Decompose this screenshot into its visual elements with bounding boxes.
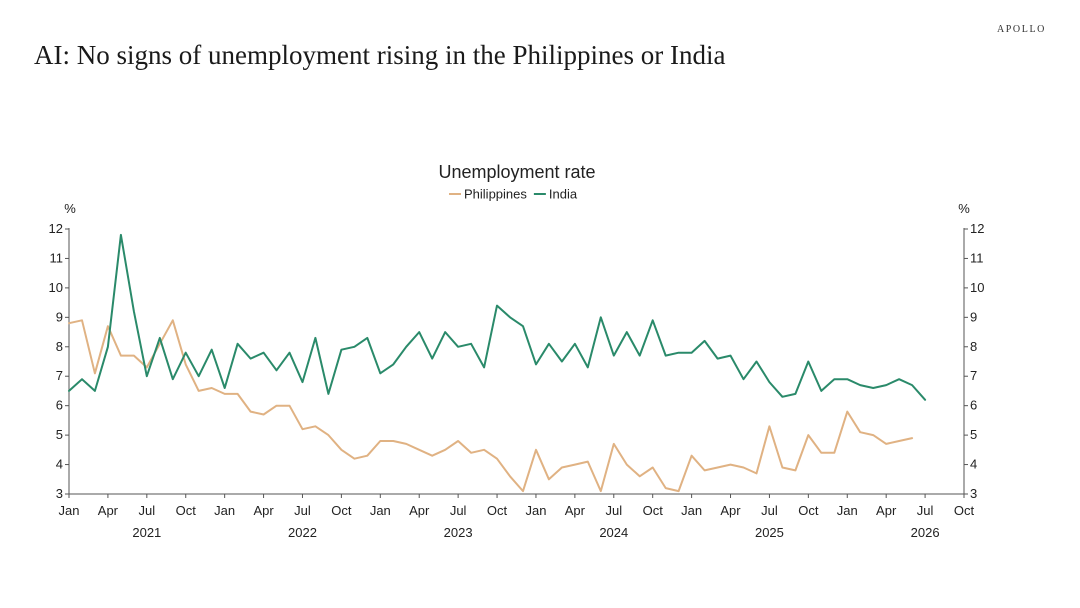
- y-tick-label-left: 9: [56, 309, 63, 324]
- chart-series: [68, 233, 927, 493]
- x-tick-label: Oct: [643, 503, 664, 518]
- y-tick-label-right: 10: [970, 280, 984, 295]
- y-tick-label-right: 11: [970, 250, 984, 265]
- series-line-india: [68, 233, 927, 401]
- x-tick-label: Apr: [565, 503, 586, 518]
- y-tick-label-left: 12: [49, 221, 63, 236]
- x-tick-label: Apr: [876, 503, 897, 518]
- y-tick-label-right: 8: [970, 339, 977, 354]
- x-year-label: 2025: [755, 525, 784, 540]
- x-tick-label: Jan: [214, 503, 235, 518]
- x-year-label: 2023: [444, 525, 473, 540]
- y-tick-label-right: 3: [970, 486, 977, 501]
- x-tick-label: Apr: [409, 503, 430, 518]
- x-tick-label: Apr: [98, 503, 119, 518]
- x-tick-label: Jan: [837, 503, 858, 518]
- chart-title: Unemployment rate: [438, 162, 595, 182]
- x-tick-label: Jul: [139, 503, 156, 518]
- x-tick-label: Apr: [720, 503, 741, 518]
- x-tick-label: Jul: [450, 503, 467, 518]
- x-tick-label: Jan: [525, 503, 546, 518]
- x-tick-label: Jan: [370, 503, 391, 518]
- y-unit-right: %: [958, 201, 970, 216]
- page-title: AI: No signs of unemployment rising in t…: [34, 40, 726, 70]
- x-tick-label: Oct: [331, 503, 352, 518]
- y-tick-label-right: 5: [970, 427, 977, 442]
- series-line-philippines: [68, 319, 914, 493]
- x-year-label: 2026: [911, 525, 940, 540]
- x-tick-label: Oct: [176, 503, 197, 518]
- x-tick-label: Jul: [294, 503, 311, 518]
- x-tick-label: Jul: [761, 503, 778, 518]
- y-tick-label-left: 4: [56, 457, 63, 472]
- x-tick-label: Jan: [59, 503, 80, 518]
- x-year-label: 2022: [288, 525, 317, 540]
- y-tick-label-right: 6: [970, 398, 977, 413]
- y-tick-label-right: 7: [970, 368, 977, 383]
- y-tick-label-left: 3: [56, 486, 63, 501]
- y-tick-label-left: 10: [49, 280, 63, 295]
- y-tick-label-left: 6: [56, 398, 63, 413]
- y-tick-label-left: 11: [50, 250, 64, 265]
- chart-legend: Philippines India: [449, 187, 578, 202]
- y-tick-label-right: 12: [970, 221, 984, 236]
- y-tick-label-left: 7: [56, 368, 63, 383]
- y-tick-label-left: 5: [56, 427, 63, 442]
- y-tick-label-right: 4: [970, 457, 977, 472]
- brand-logo: APOLLO: [996, 24, 1046, 35]
- legend-label-philippines: Philippines: [464, 187, 527, 202]
- x-tick-label: Jul: [917, 503, 934, 518]
- y-tick-label-right: 9: [970, 309, 977, 324]
- y-unit-left: %: [64, 201, 76, 216]
- x-tick-label: Oct: [798, 503, 819, 518]
- x-tick-label: Jul: [605, 503, 622, 518]
- x-tick-label: Jan: [681, 503, 702, 518]
- x-year-label: 2021: [132, 525, 161, 540]
- x-year-label: 2024: [599, 525, 628, 540]
- chart-axes: 3 3 4 4 5 5 6 6 7 7 8 8 9 9 10 10 11 11 12 12 Jan Apr Jul Oct Ja…: [49, 221, 985, 540]
- legend-label-india: India: [549, 187, 578, 202]
- x-tick-label: Oct: [487, 503, 508, 518]
- y-tick-label-left: 8: [56, 339, 63, 354]
- x-tick-label: Apr: [253, 503, 274, 518]
- x-tick-label: Oct: [954, 503, 975, 518]
